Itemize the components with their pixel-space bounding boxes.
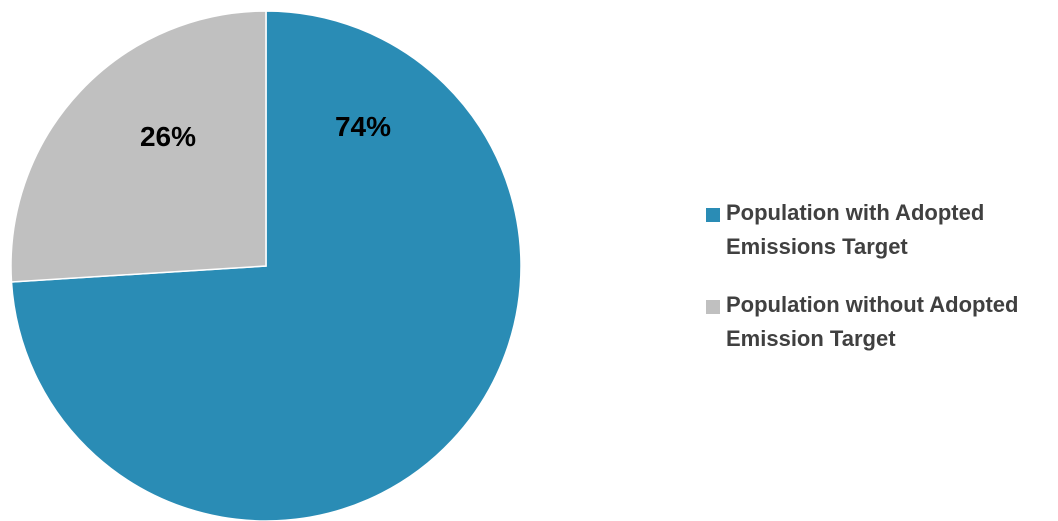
legend: Population with Adopted Emissions Target… bbox=[706, 196, 1058, 380]
data-label-with-target: 74% bbox=[335, 111, 391, 142]
pie-chart: 74% 26% bbox=[10, 10, 522, 521]
legend-item-without-target: Population without Adopted Emission Targ… bbox=[706, 288, 1058, 356]
legend-label-with-target: Population with Adopted Emissions Target bbox=[726, 200, 985, 259]
legend-swatch-with-target bbox=[706, 208, 720, 222]
legend-item-with-target: Population with Adopted Emissions Target bbox=[706, 196, 1058, 264]
pie-slice-without-target bbox=[10, 10, 267, 283]
data-label-without-target: 26% bbox=[140, 121, 196, 152]
legend-swatch-without-target bbox=[706, 300, 720, 314]
legend-label-without-target: Population without Adopted Emission Targ… bbox=[726, 292, 1019, 351]
